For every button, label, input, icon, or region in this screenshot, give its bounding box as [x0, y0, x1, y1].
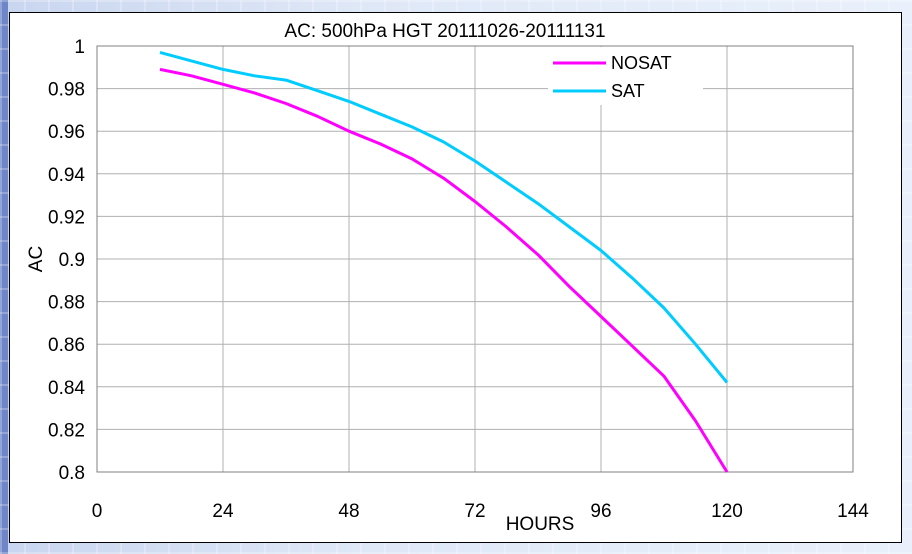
x-tick-label: 144: [837, 501, 869, 522]
legend: NOSAT SAT: [548, 47, 703, 105]
chart-area: [9, 12, 902, 543]
y-tick-label: 0.84: [48, 378, 85, 399]
y-tick-label: 0.88: [48, 293, 85, 314]
x-axis-label: HOURS: [506, 514, 575, 535]
plot-area-border: [96, 45, 854, 473]
x-tick-label: 24: [212, 501, 234, 522]
tick-labels: 0.8 0.82 0.84 0.86 0.88 0.9 0.92 0.94 0.96 0.98 1 0…: [48, 37, 869, 522]
x-tick-label: 120: [711, 501, 743, 522]
y-tick-label: 0.92: [48, 207, 85, 228]
series-line-nosat: [159, 67, 729, 473]
legend-label-nosat: NOSAT: [611, 53, 672, 73]
y-tick-label: 1: [74, 37, 85, 58]
y-tick-label: 0.8: [59, 463, 85, 484]
x-tick-label: 72: [464, 501, 485, 522]
x-tick-label: 48: [338, 501, 359, 522]
chart-title: AC: 500hPa HGT 20111026-20111131: [284, 21, 605, 42]
y-tick-label: 0.9: [59, 250, 85, 271]
y-tick-label: 0.82: [48, 420, 85, 441]
y-tick-label: 0.94: [48, 165, 85, 186]
x-tick-label: 96: [590, 501, 611, 522]
y-tick-label: 0.98: [48, 80, 85, 101]
y-axis-label: AC: [26, 246, 47, 272]
gridlines: [96, 45, 854, 473]
legend-box: [548, 47, 703, 105]
x-tick-label: 0: [92, 501, 103, 522]
y-tick-label: 0.86: [48, 335, 85, 356]
y-tick-label: 0.96: [48, 122, 85, 143]
legend-label-sat: SAT: [611, 81, 645, 101]
series-line-sat: [159, 50, 729, 384]
series-lines: [159, 50, 729, 473]
